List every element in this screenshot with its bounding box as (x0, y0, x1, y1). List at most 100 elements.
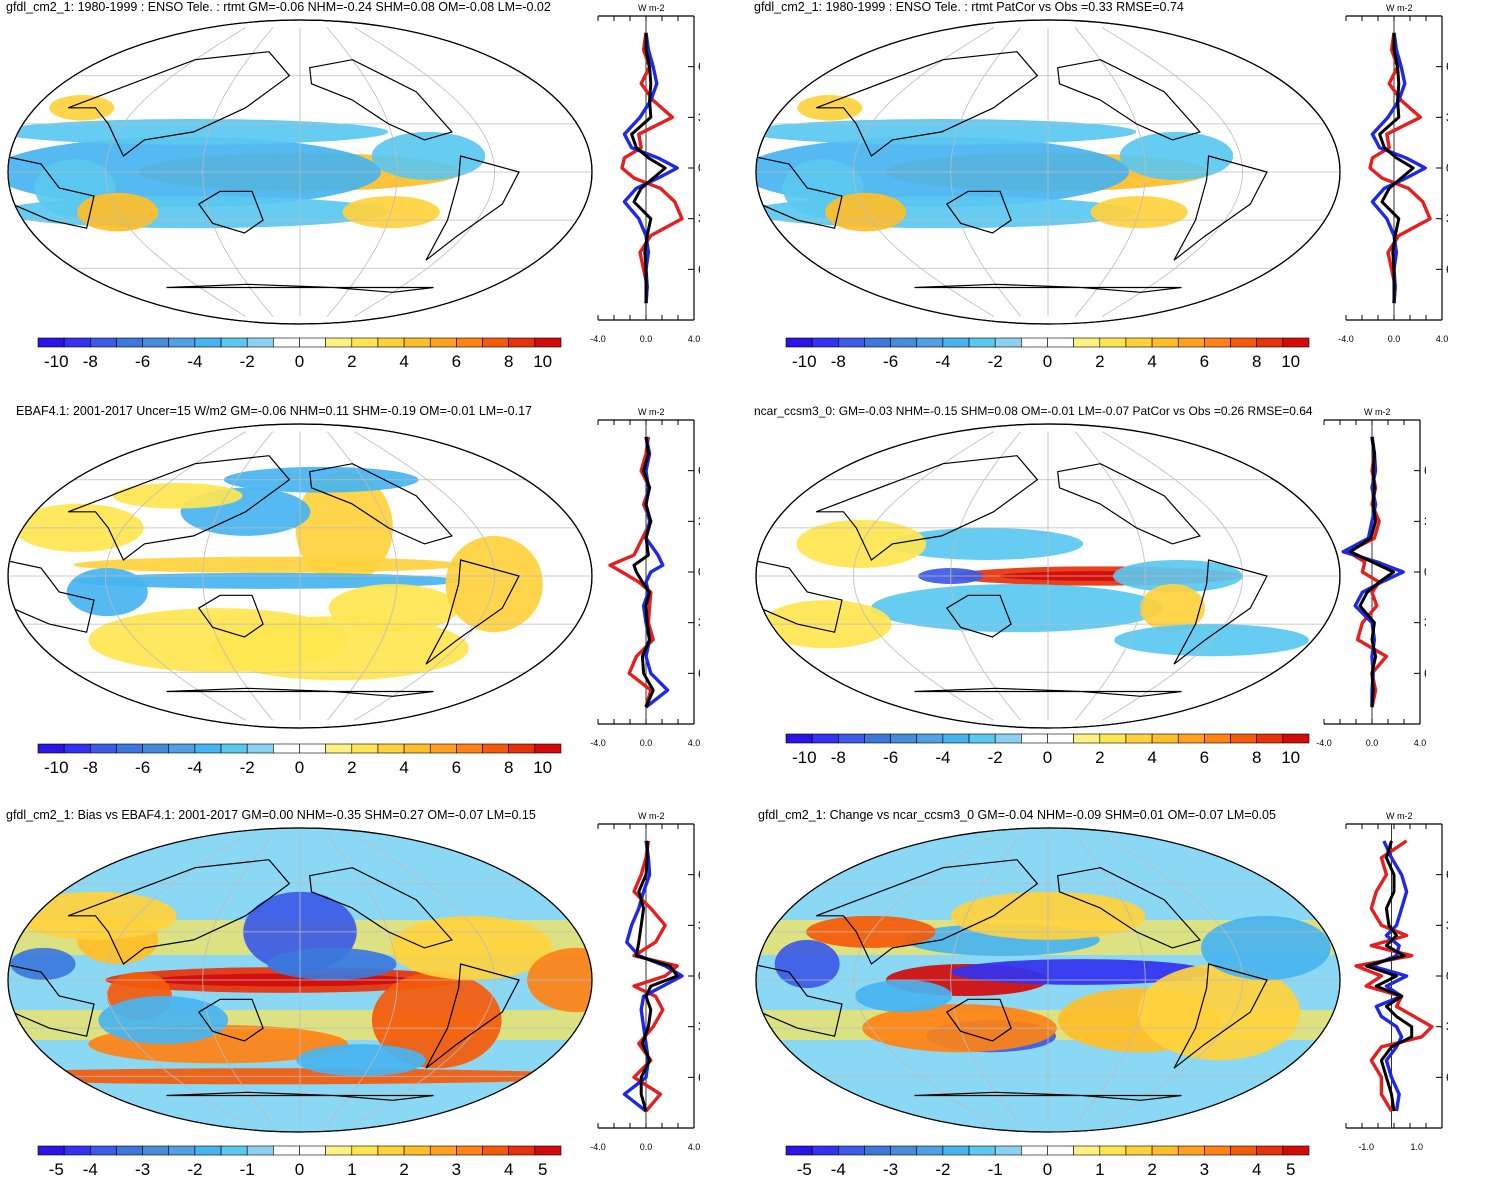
colorbar-swatch (508, 1145, 536, 1156)
colorbar-label: 8 (504, 352, 513, 371)
colorbar-label: 0 (1043, 1160, 1052, 1179)
colorbar-swatch (194, 743, 222, 754)
coastline (914, 687, 1182, 697)
profile-lat-label: 60N (698, 60, 700, 74)
colorbar-swatch (916, 733, 944, 744)
colorbar-swatch (403, 1145, 431, 1156)
colorbar-swatch (456, 337, 483, 348)
colorbar-swatch (246, 743, 274, 754)
meridian-line (326, 431, 398, 721)
coastline (756, 559, 843, 633)
colorbar-swatch (534, 1145, 562, 1156)
coastline (425, 559, 520, 665)
colorbar-label: 5 (1286, 1160, 1295, 1179)
profile-x-label: 4.0 (688, 738, 700, 748)
colorbar-label: 10 (1281, 352, 1300, 371)
colorbar-swatch (325, 743, 353, 754)
profile-series-zonal (1378, 32, 1415, 304)
zonal-profile: W m-2 60N 30N 0 30S 60S -1.0 1.0 (1345, 811, 1448, 1152)
field-patch (1138, 963, 1301, 1061)
colorbar-swatch (1021, 337, 1048, 348)
colorbar-label: 10 (533, 352, 552, 371)
field-patch (112, 482, 243, 509)
profile-x-label: 0.0 (1366, 738, 1379, 748)
meridian-line (202, 431, 274, 721)
profile-series-obs (1369, 840, 1409, 1112)
coastline (1173, 963, 1268, 1069)
graticule (756, 431, 1340, 721)
colorbar-label: 2 (1095, 352, 1104, 371)
coastline (914, 1091, 1182, 1101)
profile-unit: W m-2 (638, 407, 665, 417)
meridian-line (852, 835, 994, 1125)
colorbar-swatch (1230, 1145, 1257, 1156)
colorbar-label: 2 (347, 758, 356, 777)
meridian-line (326, 27, 398, 317)
field-patch (371, 971, 502, 1069)
coastline (1173, 155, 1268, 261)
colorbar-swatch (1047, 1145, 1074, 1156)
colorbar-swatch (864, 1145, 891, 1156)
meridian-line (852, 27, 994, 317)
colorbar-swatch (273, 337, 300, 348)
colorbar-label: -4 (83, 1160, 98, 1179)
field-patch (72, 572, 463, 589)
coastline (8, 559, 95, 633)
colorbar-label: 6 (452, 758, 461, 777)
field-patch (854, 980, 953, 1013)
world-map (755, 423, 1341, 729)
profile-x-label: -4.0 (590, 1142, 606, 1152)
profile-x-label: 0.0 (640, 738, 653, 748)
coastline (1173, 559, 1268, 665)
colorbar-swatch (890, 337, 918, 348)
colorbar-label: -6 (883, 748, 898, 767)
colorbar-swatch (220, 743, 248, 754)
meridian-line (1074, 835, 1146, 1125)
colorbar-swatch (429, 1145, 457, 1156)
profile-x-label: 4.0 (688, 334, 700, 344)
profile-lat-label: 60S (698, 666, 700, 680)
field-patch (390, 915, 553, 980)
profile-series-zonal (630, 32, 667, 304)
colorbar-label: -4 (187, 758, 202, 777)
profile-lat-label: 0 (698, 565, 700, 579)
colorbar-swatch (377, 1145, 405, 1156)
colorbar-label: -2 (935, 1160, 950, 1179)
colorbar-label: 0 (1043, 352, 1052, 371)
colorbar-swatch (246, 1145, 274, 1156)
coastline (309, 867, 453, 949)
coastline (197, 998, 264, 1042)
meridian-line (104, 431, 246, 721)
colorbar: -5 -4 -3 -2 -1 0 1 2 3 4 5 (785, 1145, 1310, 1179)
colorbar-swatch (785, 337, 813, 348)
meridian-line (1102, 431, 1244, 721)
colorbar-swatch (482, 743, 509, 754)
colorbar-swatch (785, 733, 813, 744)
colorbar-label: 10 (1281, 748, 1300, 767)
colorbar-swatch (864, 733, 891, 744)
colorbar-label: 4 (1252, 1160, 1261, 1179)
colorbar-swatch (351, 743, 379, 754)
panel-ncar-enso: ncar_ccsm3_0: GM=-0.03 NHM=-0.15 SHM=0.0… (748, 404, 1486, 798)
colorbar-swatch (1073, 733, 1101, 744)
colorbar-swatch (1047, 733, 1074, 744)
colorbar-swatch (351, 1145, 379, 1156)
profile-x-label: 0.0 (640, 1142, 653, 1152)
profile-unit: W m-2 (638, 3, 665, 13)
colorbar-swatch (1204, 733, 1231, 744)
colorbar-swatch (942, 337, 970, 348)
profile-unit: W m-2 (1386, 3, 1413, 13)
colorbar-label: -1 (240, 1160, 255, 1179)
colorbar-swatch (220, 1145, 248, 1156)
colorbar-label: -2 (240, 758, 255, 777)
colorbar-swatch (1151, 337, 1179, 348)
world-map (7, 19, 593, 325)
colorbar-swatch (1282, 1145, 1310, 1156)
colorbar-swatch (456, 743, 483, 754)
colorbar-swatch (994, 733, 1022, 744)
colorbar-swatch (168, 743, 196, 754)
colorbar-swatch (37, 337, 65, 348)
field-patch (774, 939, 840, 989)
colorbar-label: -2 (240, 352, 255, 371)
colorbar-swatch (1099, 733, 1127, 744)
